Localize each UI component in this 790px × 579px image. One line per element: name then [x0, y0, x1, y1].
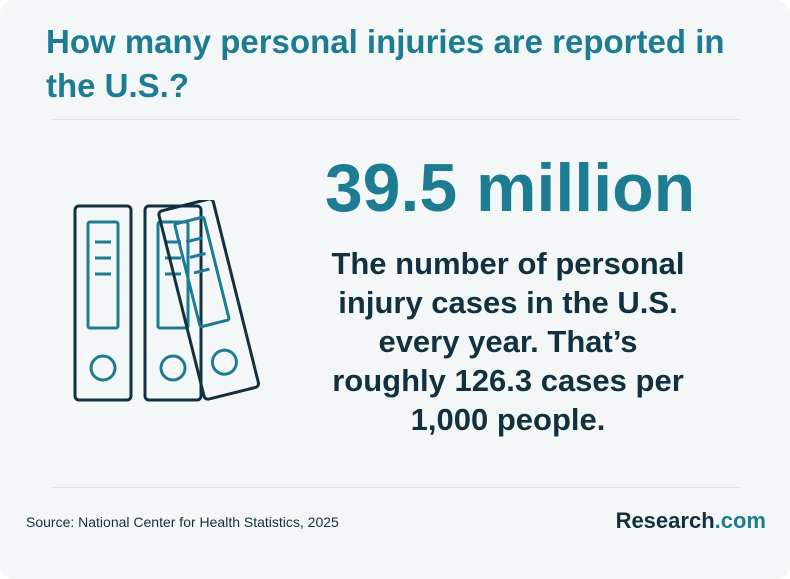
binder-3-icon	[157, 200, 260, 401]
binders-icon	[73, 200, 260, 402]
top-divider	[51, 119, 741, 120]
logo-main: Research	[615, 508, 715, 533]
logo-tld: .com	[714, 508, 766, 533]
stat-description: The number of personal injury cases in t…	[331, 246, 685, 437]
brand-logo: Research.com	[616, 507, 766, 535]
binder-1-icon	[73, 204, 133, 402]
headline-stat: 39.5 million	[324, 150, 696, 226]
page-title: How many personal injuries are reported …	[46, 23, 725, 104]
bottom-divider	[51, 487, 741, 488]
source-citation: Source: National Center for Health Stati…	[26, 514, 339, 530]
binder-2-icon	[143, 204, 203, 402]
